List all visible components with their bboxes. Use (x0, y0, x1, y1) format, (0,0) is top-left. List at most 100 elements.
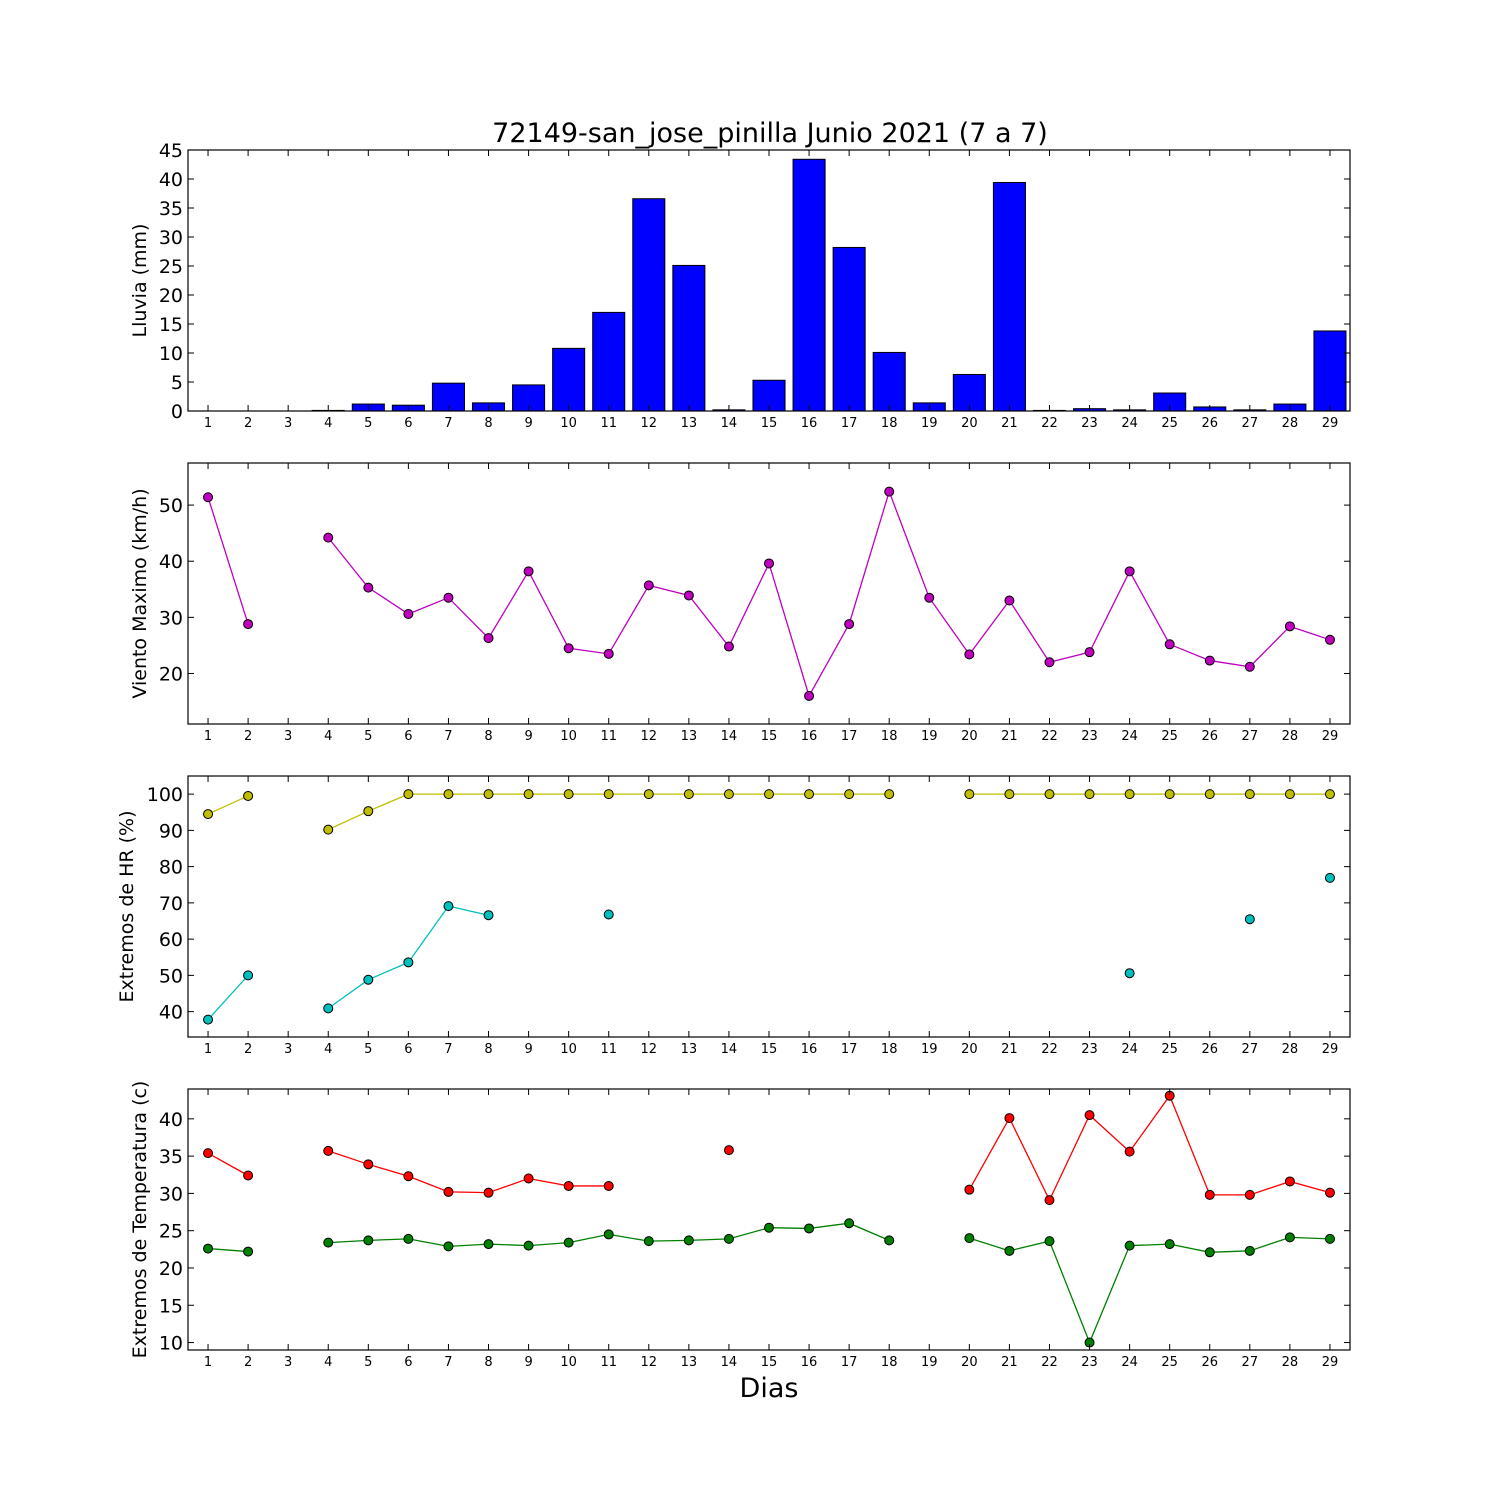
x-tick-label: 2 (244, 1355, 252, 1370)
series-1-point-day-13 (683, 789, 694, 800)
series-2-point-day-18 (884, 1235, 895, 1246)
x-tick-label: 13 (681, 729, 698, 744)
series-1-point-day-5 (363, 582, 374, 593)
x-tick-label: 7 (444, 1042, 452, 1057)
series-1-point-day-7 (443, 789, 454, 800)
x-tick-label: 16 (801, 1042, 818, 1057)
x-tick-label: 11 (600, 1042, 617, 1057)
x-tick-label: 24 (1121, 729, 1138, 744)
bar-day-13 (672, 264, 706, 412)
series-1-point-day-16 (804, 789, 815, 800)
series-1-point-day-23 (1084, 1110, 1095, 1121)
x-tick-label: 12 (641, 729, 658, 744)
series-1-point-day-11 (603, 648, 614, 659)
x-tick-label: 3 (284, 416, 292, 431)
x-tick-label: 18 (881, 1355, 898, 1370)
series-2-point-day-24 (1124, 1240, 1135, 1251)
x-tick-label: 7 (444, 416, 452, 431)
x-tick-label: 11 (600, 1355, 617, 1370)
x-tick-label: 26 (1201, 1355, 1218, 1370)
x-tick-label: 21 (1001, 729, 1018, 744)
x-tick-label: 19 (921, 1042, 938, 1057)
series-1-point-day-7 (443, 592, 454, 603)
series-2-point-day-28 (1284, 1232, 1295, 1243)
series-1-point-day-2 (243, 790, 254, 801)
series-1-point-day-27 (1244, 661, 1255, 672)
x-tick-label: 10 (560, 1355, 577, 1370)
x-tick-label: 23 (1081, 416, 1098, 431)
series-1-point-day-7 (443, 1186, 454, 1197)
x-tick-label: 16 (801, 729, 818, 744)
series-1-line (328, 1150, 609, 1194)
series-1-point-day-17 (844, 619, 855, 630)
x-tick-label: 11 (600, 416, 617, 431)
series-1-point-day-22 (1044, 657, 1055, 668)
x-tick-label: 26 (1201, 416, 1218, 431)
x-tick-label: 24 (1121, 416, 1138, 431)
series-2-point-day-8 (483, 1239, 494, 1250)
y-tick-label: 100 (147, 784, 183, 806)
series-2-point-day-16 (804, 1223, 815, 1234)
series-1-point-day-8 (483, 633, 494, 644)
x-tick-label: 6 (404, 416, 412, 431)
series-1-point-day-29 (1324, 634, 1335, 645)
x-tick-label: 22 (1041, 1355, 1058, 1370)
series-2-point-day-21 (1004, 1245, 1015, 1256)
y-tick-label: 45 (159, 140, 183, 162)
x-tick-label: 26 (1201, 1042, 1218, 1057)
series-2-point-day-12 (643, 1236, 654, 1247)
y-tick-label: 10 (159, 343, 183, 365)
x-tick-label: 13 (681, 1042, 698, 1057)
x-tick-label: 4 (324, 1355, 332, 1370)
x-tick-label: 1 (204, 416, 212, 431)
x-tick-label: 5 (364, 729, 372, 744)
x-tick-label: 18 (881, 416, 898, 431)
x-tick-label: 9 (524, 729, 532, 744)
x-tick-label: 23 (1081, 1042, 1098, 1057)
x-tick-label: 6 (404, 1355, 412, 1370)
series-1-point-day-2 (243, 1170, 254, 1181)
x-tick-label: 27 (1242, 416, 1259, 431)
x-tick-label: 20 (961, 416, 978, 431)
series-1-point-day-24 (1124, 566, 1135, 577)
x-axis-label: Dias (740, 1373, 799, 1404)
y-tick-label: 30 (159, 227, 183, 249)
bar-day-10 (552, 347, 586, 412)
series-1-point-day-14 (723, 641, 734, 652)
bar-day-12 (632, 198, 666, 412)
series-1-point-day-11 (603, 1180, 614, 1191)
x-tick-label: 28 (1282, 1042, 1299, 1057)
x-tick-label: 28 (1282, 729, 1299, 744)
x-tick-label: 8 (484, 729, 492, 744)
series-1-point-day-4 (323, 824, 334, 835)
axes-frame (187, 462, 1351, 725)
x-tick-label: 6 (404, 729, 412, 744)
series-2-line (327, 905, 489, 1009)
y-tick-label: 80 (159, 857, 183, 879)
y-tick-label: 90 (159, 820, 183, 842)
x-tick-label: 16 (801, 1355, 818, 1370)
series-1-point-day-28 (1284, 621, 1295, 632)
series-1-point-day-18 (884, 789, 895, 800)
series-2-line (207, 974, 249, 1021)
x-tick-label: 28 (1282, 416, 1299, 431)
series-1-point-day-5 (363, 1159, 374, 1170)
x-tick-label: 22 (1041, 1042, 1058, 1057)
x-tick-label: 29 (1322, 729, 1339, 744)
x-tick-label: 27 (1242, 1042, 1259, 1057)
x-tick-label: 23 (1081, 1355, 1098, 1370)
axes-frame (187, 149, 1351, 412)
x-tick-label: 24 (1121, 1042, 1138, 1057)
y-tick-label: 5 (171, 372, 183, 394)
series-1-point-day-22 (1044, 789, 1055, 800)
x-tick-label: 2 (244, 1042, 252, 1057)
series-1-point-day-1 (203, 492, 214, 503)
x-tick-label: 17 (841, 1355, 858, 1370)
series-1-point-day-12 (643, 580, 654, 591)
series-2-point-day-1 (203, 1243, 214, 1254)
series-1-line (207, 1152, 249, 1177)
series-1-point-day-15 (764, 789, 774, 800)
y-tick-label: 30 (159, 1183, 183, 1205)
